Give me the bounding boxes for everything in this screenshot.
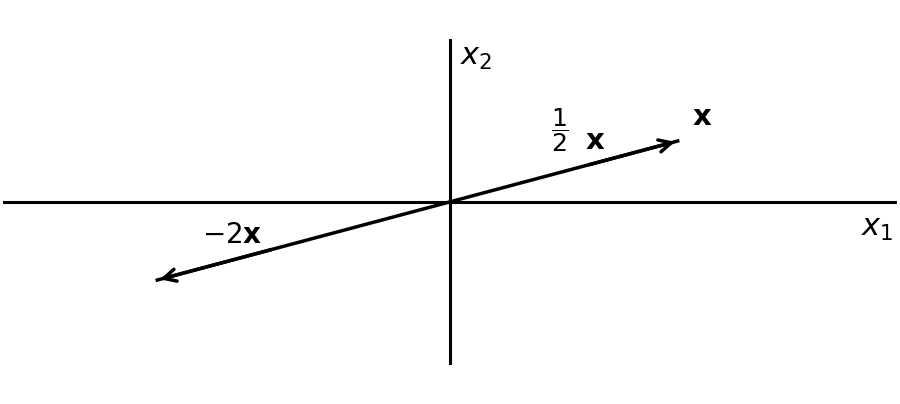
Text: $\mathbf{x}$: $\mathbf{x}$	[585, 127, 605, 155]
Text: $x_2$: $x_2$	[460, 44, 492, 72]
Text: $-2\mathbf{x}$: $-2\mathbf{x}$	[202, 221, 263, 249]
Text: $x_1$: $x_1$	[860, 214, 893, 243]
Text: $\mathbf{x}$: $\mathbf{x}$	[692, 103, 713, 131]
Text: $\dfrac{1}{2}$: $\dfrac{1}{2}$	[551, 106, 569, 154]
